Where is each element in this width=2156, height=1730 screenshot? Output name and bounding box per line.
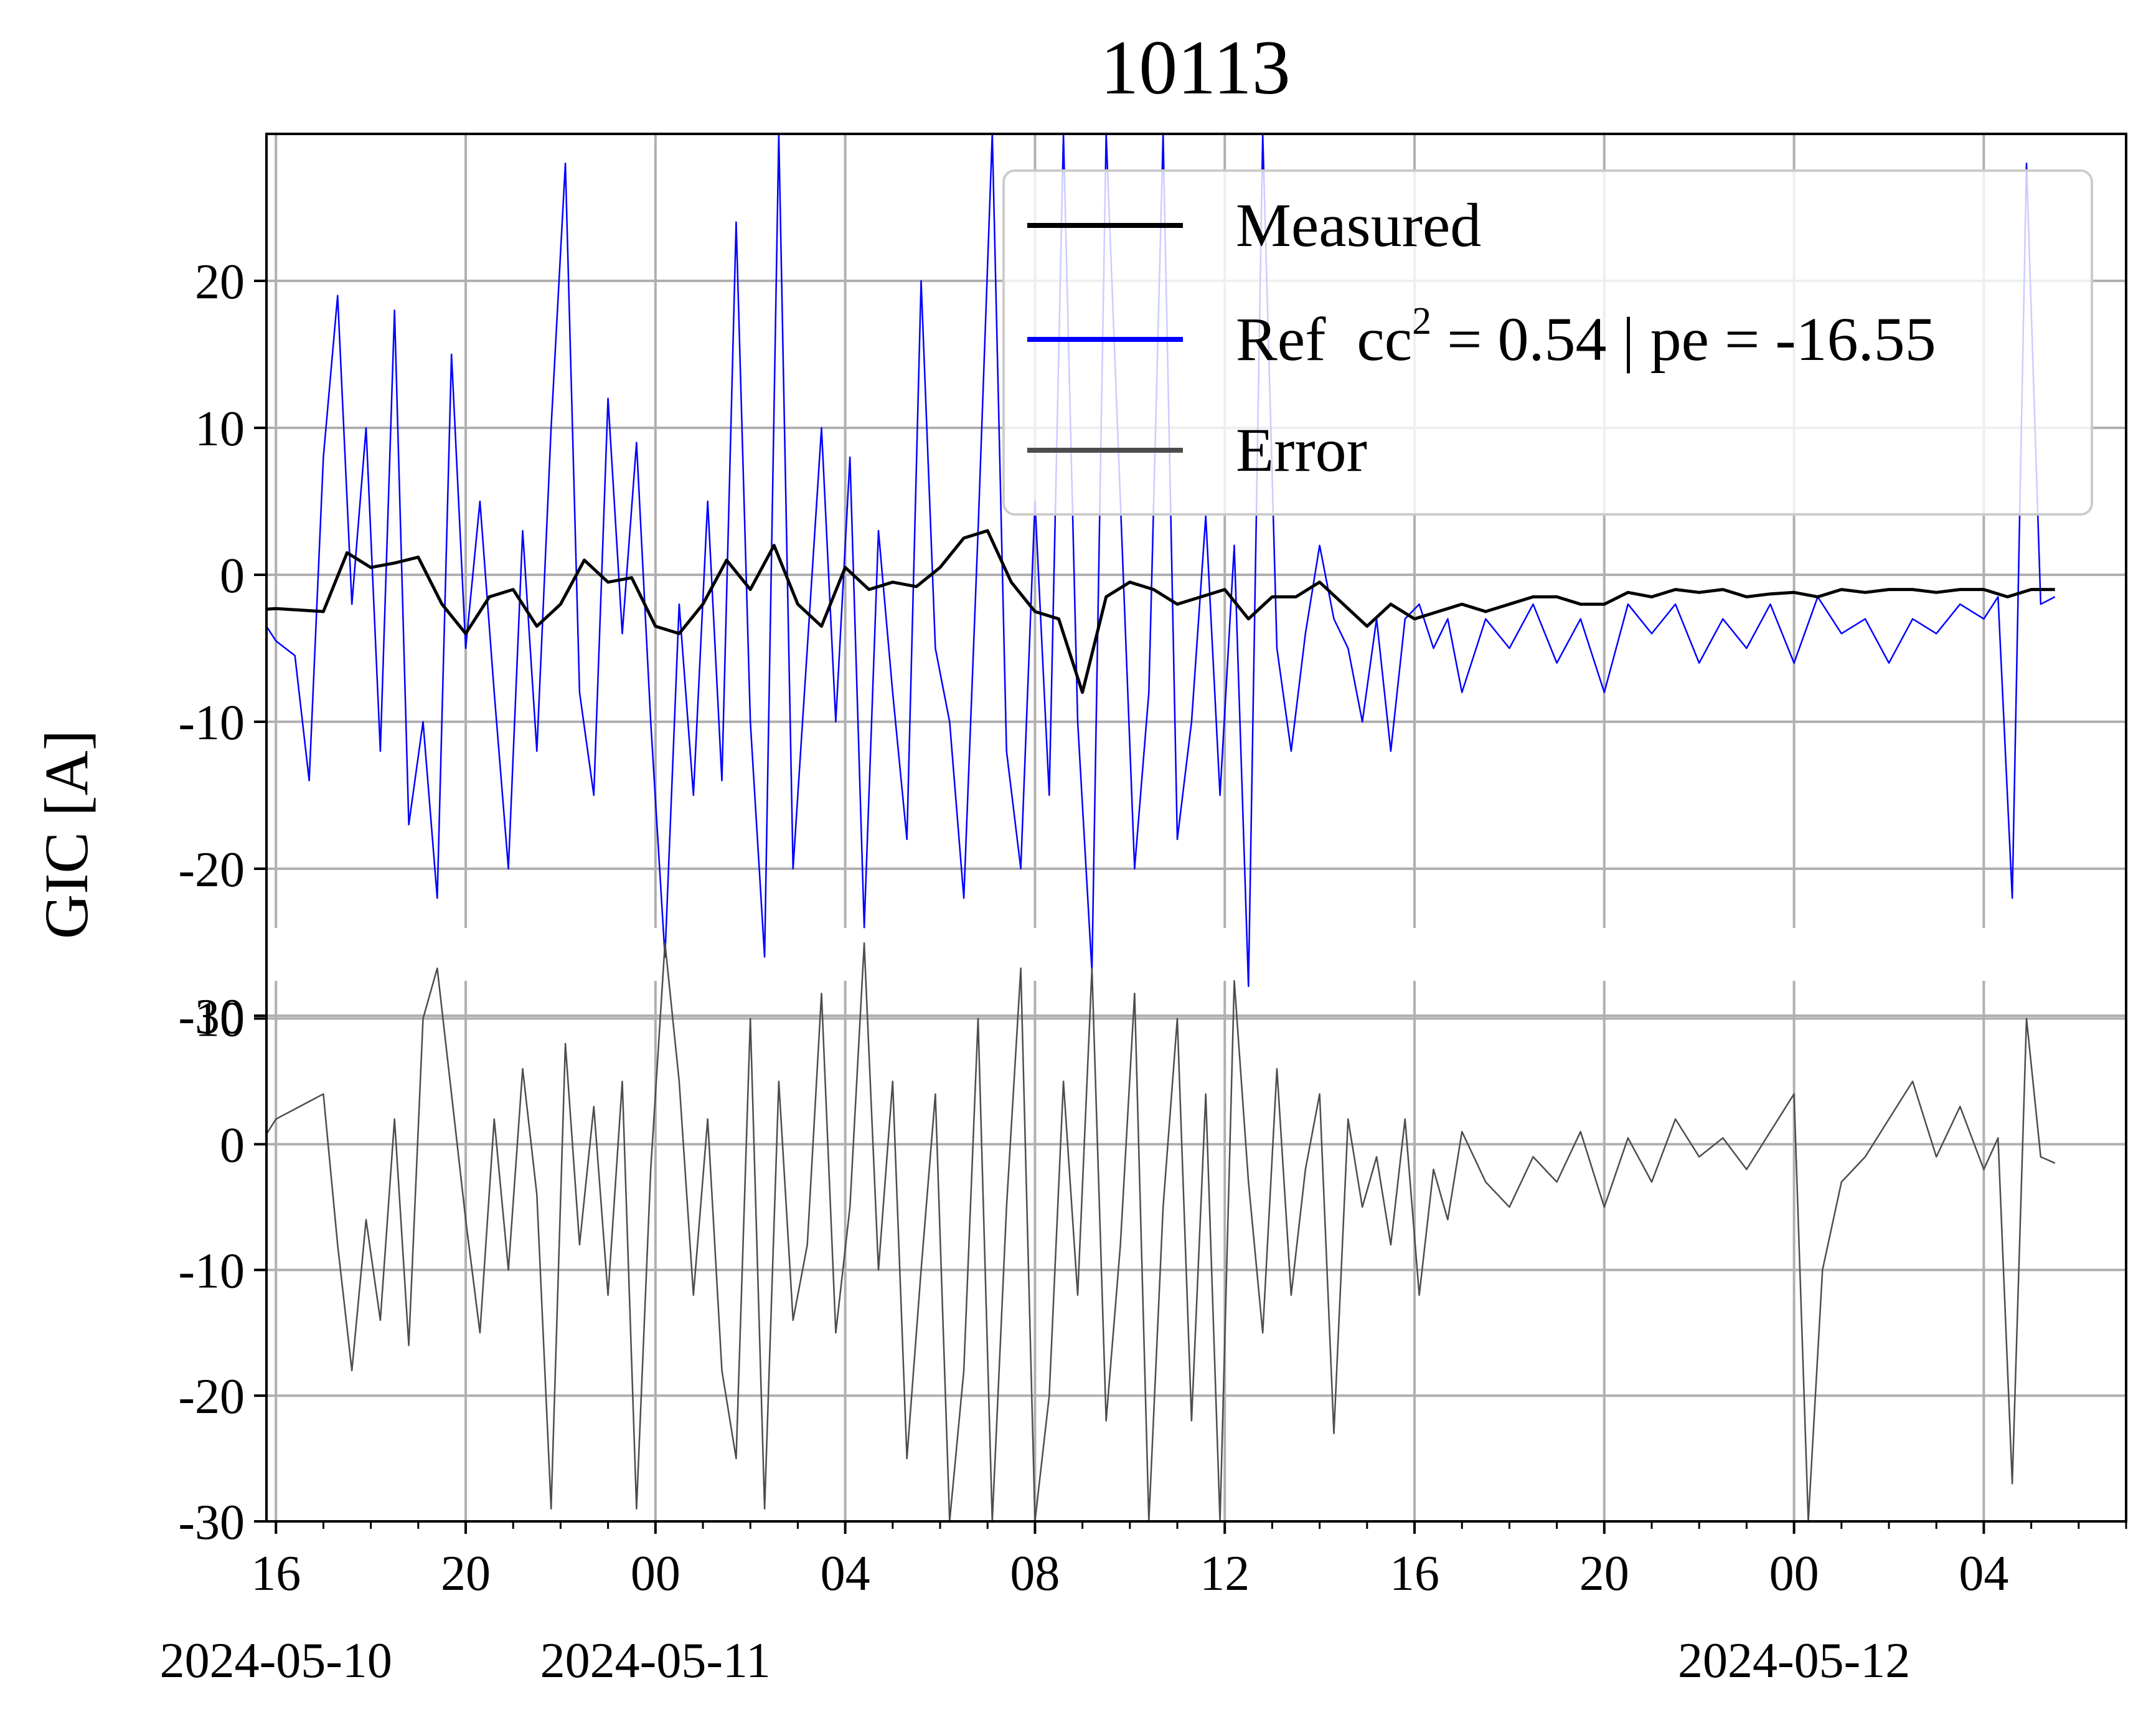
legend-label-error: Error <box>1236 415 1367 484</box>
y-tick-label-lower: -20 <box>178 1369 245 1424</box>
x-date-label: 2024-05-11 <box>540 1633 771 1688</box>
x-tick-label: 04 <box>1959 1546 2008 1601</box>
x-tick-label: 20 <box>441 1546 491 1601</box>
series-line-error <box>266 942 2056 1521</box>
y-axis-label: GIC [A] <box>32 730 101 939</box>
plot-frame <box>265 133 2127 1523</box>
x-tick-label: 04 <box>821 1546 870 1601</box>
y-tick-label-lower: 0 <box>220 1118 245 1173</box>
legend: Measured Ref cc2 = 0.54 | pe = -16.55 Er… <box>1002 169 2093 516</box>
series-line-ref <box>266 134 2056 988</box>
chart-title: 10113 <box>1100 25 1290 110</box>
y-tick-label-lower: 10 <box>195 993 245 1047</box>
legend-label-ref-main: Ref cc <box>1236 305 1412 374</box>
x-tick-label: 12 <box>1200 1546 1250 1601</box>
x-date-label: 2024-05-10 <box>160 1633 392 1688</box>
legend-label-ref-suffix: = 0.54 | pe = -16.55 <box>1431 305 1936 374</box>
y-tick-label-upper: -10 <box>178 696 245 750</box>
x-tick-label: 00 <box>631 1546 680 1601</box>
y-tick-label-lower: -30 <box>178 1495 245 1550</box>
x-tick-label: 16 <box>251 1546 301 1601</box>
y-tick-label-upper: 10 <box>195 402 245 456</box>
series-line-measured <box>266 529 2055 694</box>
legend-box <box>1002 169 2093 516</box>
x-tick-label: 08 <box>1010 1546 1060 1601</box>
x-tick-label: 16 <box>1390 1546 1439 1601</box>
y-tick-label-upper: -20 <box>178 843 245 897</box>
series-layer <box>266 134 2056 1521</box>
x-date-label: 2024-05-12 <box>1678 1633 1910 1688</box>
y-tick-label-upper: 0 <box>220 549 245 603</box>
legend-label-ref: Ref cc2 = 0.54 | pe = -16.55 <box>1236 300 1936 374</box>
legend-label-ref-sup: 2 <box>1412 300 1431 343</box>
y-tick-label-upper: -30 <box>178 990 245 1044</box>
legend-label-measured: Measured <box>1236 191 1481 260</box>
y-tick-label-lower: -10 <box>178 1244 245 1298</box>
y-tick-label-upper: 20 <box>195 255 245 310</box>
x-tick-label: 20 <box>1579 1546 1629 1601</box>
x-tick-label: 00 <box>1769 1546 1819 1601</box>
